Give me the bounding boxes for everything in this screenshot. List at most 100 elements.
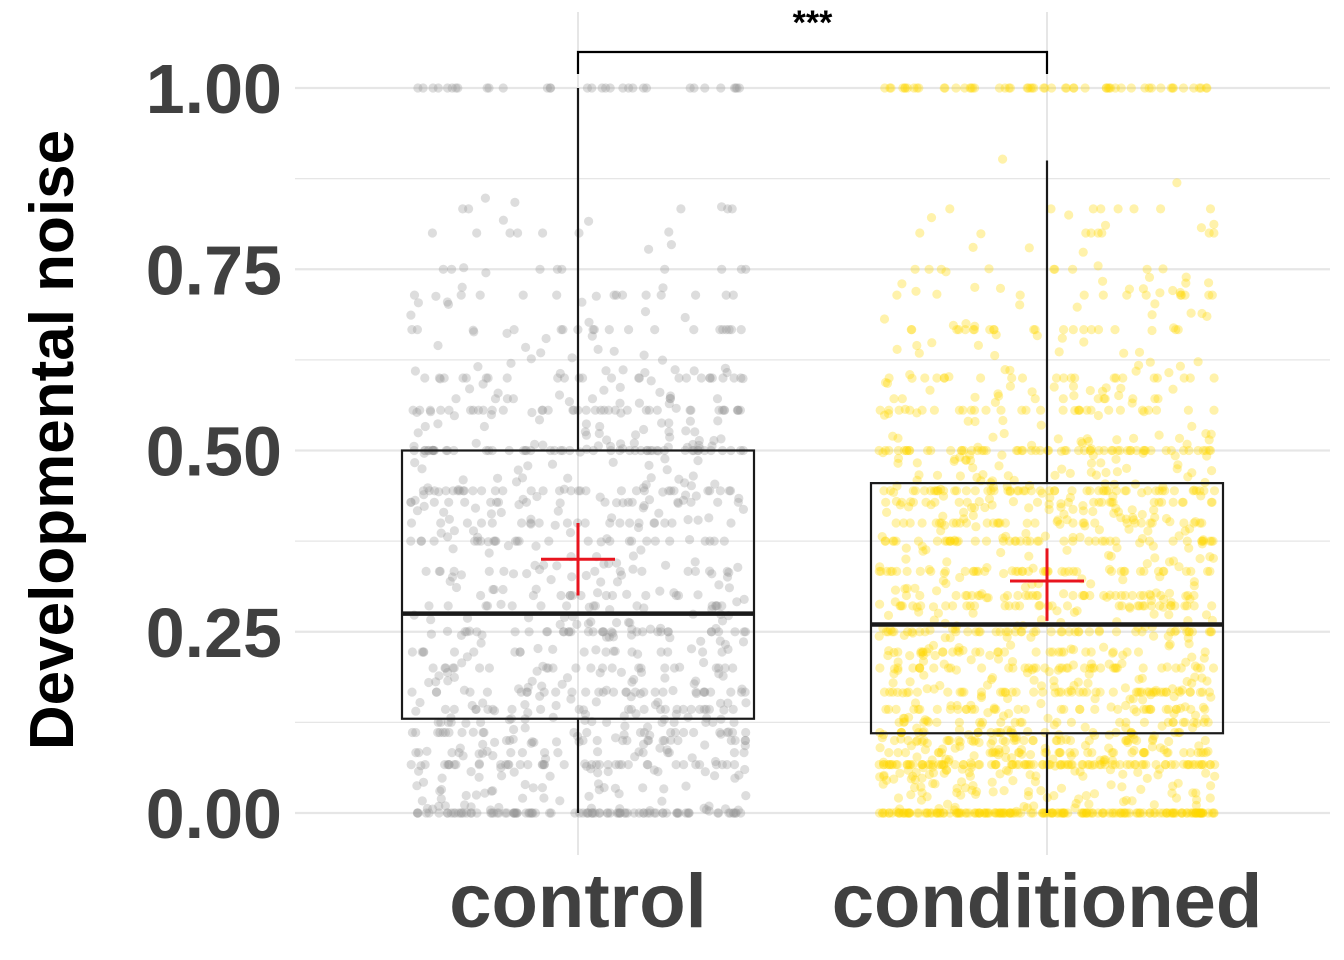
data-point — [948, 320, 959, 330]
data-point — [1061, 735, 1071, 745]
data-point — [660, 663, 670, 673]
data-point — [1181, 657, 1191, 667]
data-point — [908, 663, 918, 673]
data-point — [1189, 581, 1199, 591]
data-point — [707, 569, 717, 579]
data-point — [954, 725, 965, 735]
data-point — [1138, 284, 1148, 294]
data-point — [971, 787, 982, 797]
data-point — [880, 536, 891, 546]
data-point — [551, 700, 561, 711]
data-point — [1000, 83, 1010, 93]
data-point — [594, 785, 604, 795]
data-point — [502, 808, 512, 818]
data-point — [1207, 536, 1217, 546]
data-point — [447, 264, 457, 274]
data-point — [929, 684, 939, 694]
data-point — [478, 748, 488, 758]
data-point — [892, 760, 902, 770]
data-point — [1191, 808, 1201, 818]
data-point — [727, 204, 737, 214]
data-point — [1113, 507, 1124, 517]
data-point — [879, 760, 889, 770]
data-point — [416, 536, 426, 546]
data-point — [1113, 204, 1123, 214]
data-point — [1040, 743, 1050, 753]
data-point — [493, 497, 504, 507]
data-point — [597, 663, 608, 673]
data-point — [410, 495, 420, 505]
data-point — [1005, 381, 1016, 391]
data-point — [1149, 609, 1159, 619]
data-point — [910, 583, 920, 593]
data-point — [458, 486, 468, 496]
data-point — [1120, 566, 1130, 577]
data-point — [1052, 517, 1062, 527]
data-point — [934, 760, 944, 770]
data-point — [948, 601, 958, 611]
data-point — [1123, 735, 1133, 746]
data-point — [1073, 627, 1083, 637]
data-point — [502, 394, 512, 404]
data-point — [943, 663, 954, 673]
data-point — [1117, 659, 1127, 669]
data-point — [536, 601, 546, 611]
data-point — [650, 518, 660, 528]
data-point — [998, 687, 1008, 697]
data-point — [616, 570, 627, 580]
jitter-points — [406, 83, 1220, 818]
y-axis-tick-labels: 0.000.250.500.751.00 — [146, 50, 282, 853]
data-point — [595, 808, 605, 818]
data-point — [910, 775, 920, 785]
data-point — [905, 518, 915, 528]
data-point — [1020, 760, 1030, 770]
data-point — [1195, 486, 1205, 496]
data-point — [419, 490, 429, 500]
data-point — [1098, 486, 1108, 496]
data-point — [1166, 601, 1176, 611]
data-point — [1189, 717, 1199, 728]
data-point — [1078, 687, 1088, 697]
data-point — [488, 786, 498, 796]
data-point — [1198, 536, 1209, 546]
data-point — [1138, 663, 1148, 673]
data-point — [901, 590, 912, 601]
data-point — [443, 601, 453, 611]
data-point — [990, 760, 1000, 770]
data-point — [918, 656, 929, 666]
data-point — [1182, 439, 1192, 449]
data-point — [639, 603, 649, 613]
data-point — [1143, 486, 1153, 496]
data-point — [586, 764, 596, 774]
data-point — [1003, 766, 1013, 776]
data-point — [975, 760, 985, 770]
data-point — [1148, 541, 1158, 551]
data-point — [969, 503, 980, 513]
data-point — [892, 807, 902, 817]
data-point — [1166, 445, 1176, 456]
data-point — [662, 465, 672, 475]
data-point — [1025, 760, 1036, 770]
data-point — [1135, 808, 1145, 818]
data-point — [435, 727, 445, 738]
data-point — [686, 481, 697, 491]
data-point — [428, 663, 438, 673]
data-point — [1083, 748, 1093, 758]
data-point — [1145, 704, 1155, 715]
data-point — [442, 297, 452, 307]
data-point — [1131, 687, 1141, 697]
data-point — [587, 394, 598, 404]
data-point — [950, 536, 960, 546]
data-point — [1005, 365, 1015, 375]
data-point — [884, 760, 894, 770]
data-point — [1137, 405, 1147, 415]
data-point — [714, 580, 724, 590]
data-point — [431, 687, 442, 697]
data-point — [1175, 290, 1186, 300]
data-point — [710, 479, 720, 489]
data-point — [488, 584, 498, 595]
data-point — [1001, 752, 1011, 763]
data-point — [1113, 445, 1123, 456]
data-point — [616, 667, 627, 678]
data-point — [1099, 394, 1109, 404]
